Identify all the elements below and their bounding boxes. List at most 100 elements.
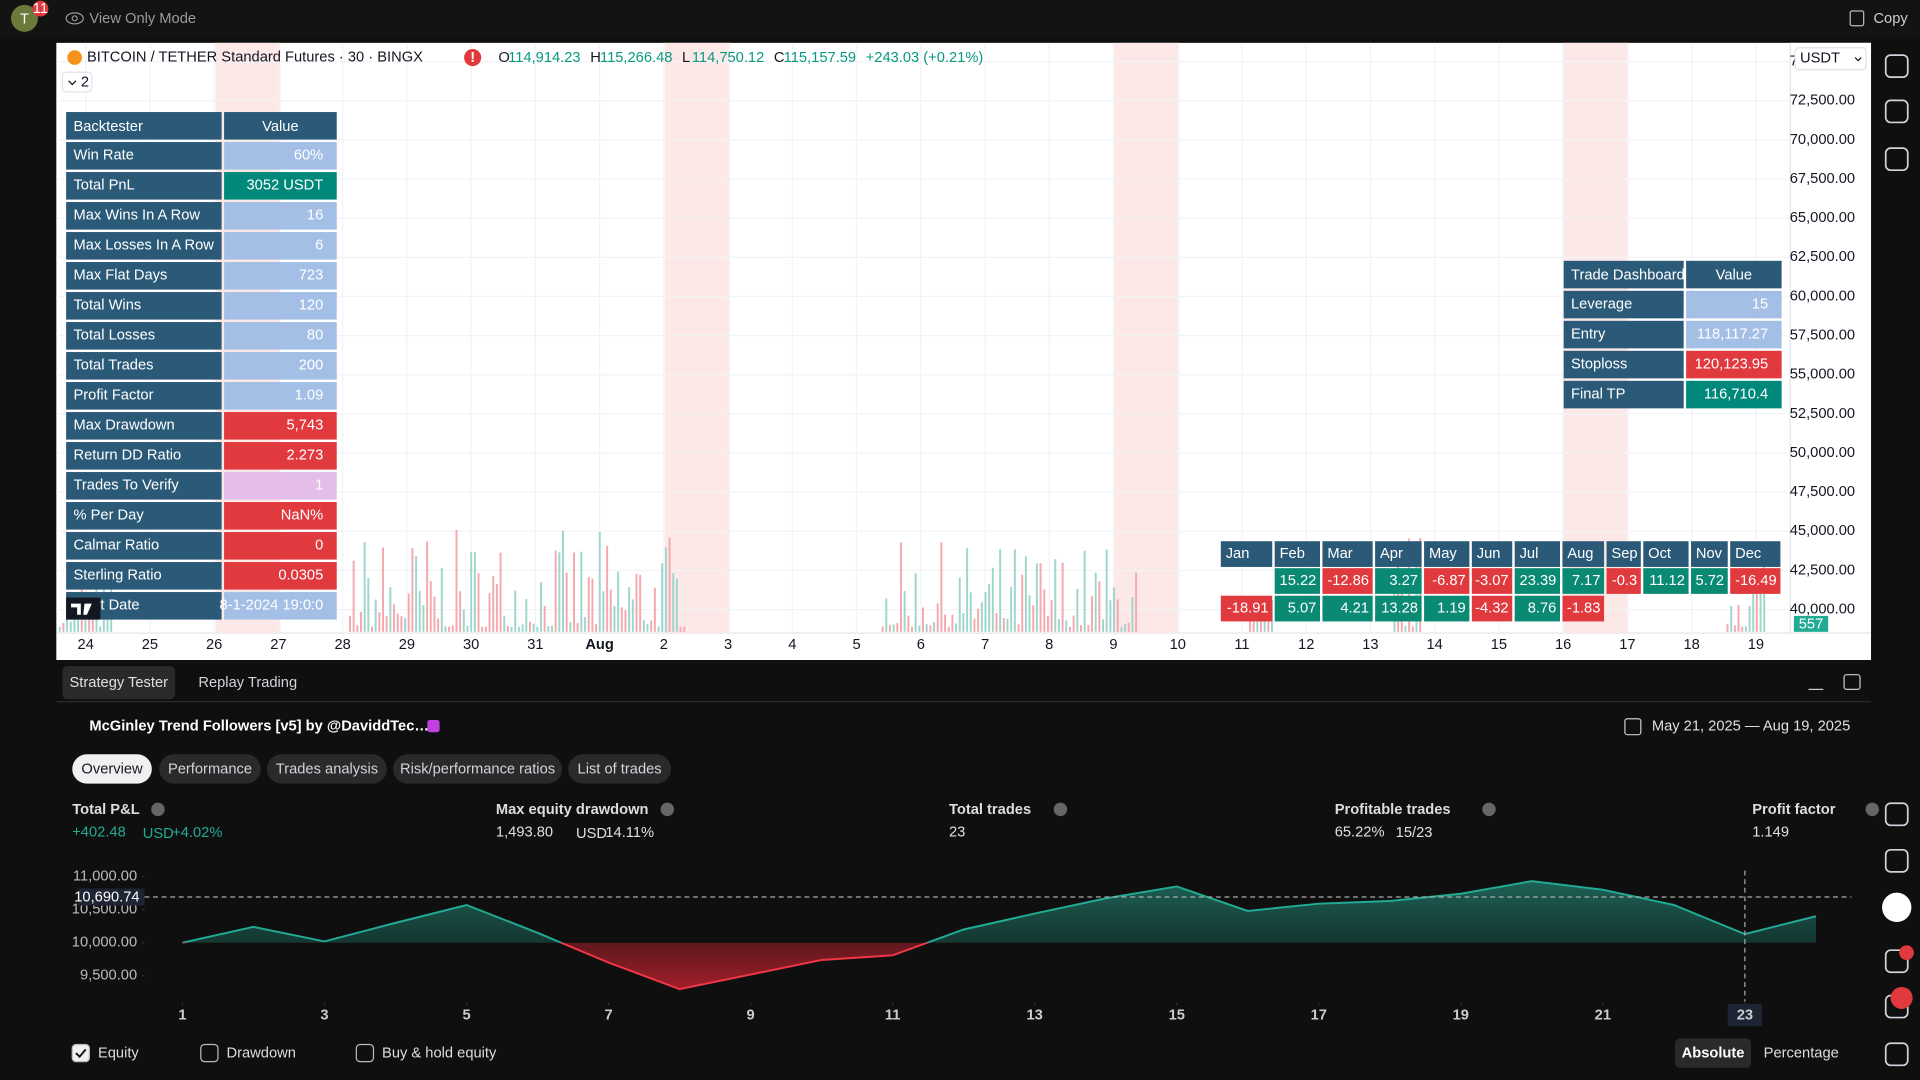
row-value-cell <box>224 232 337 260</box>
time-label: 2 <box>660 637 668 653</box>
tab-active[interactable] <box>62 666 176 700</box>
volume-bar <box>1083 550 1086 632</box>
price-tick-label: 67,500.00 <box>1790 171 1855 187</box>
copy-button[interactable]: Copy <box>1873 11 1908 27</box>
copy-icon <box>1849 10 1865 27</box>
row-label: Max Losses In A Row <box>73 238 214 254</box>
volume-bar <box>547 626 550 632</box>
crosshair-tag <box>78 888 145 906</box>
checkbox[interactable] <box>71 1043 90 1063</box>
volume-bar <box>598 532 601 632</box>
sidebar-icon[interactable] <box>1884 54 1909 78</box>
volume-bar <box>400 616 403 632</box>
row-label: Max Drawdown <box>73 418 174 434</box>
volume-bar <box>1057 619 1060 632</box>
row-value: 118,117.27 <box>1697 326 1768 342</box>
row-label-cell <box>66 442 222 470</box>
ohlc-value: 114,914.23 <box>508 50 580 66</box>
apps-icon[interactable] <box>1882 892 1912 923</box>
volume-bar <box>999 549 1002 632</box>
month-header-cell <box>1730 541 1781 567</box>
month-cell <box>1562 568 1605 594</box>
row-value-cell <box>1686 350 1782 379</box>
time-label: 19 <box>1748 637 1764 653</box>
subtab[interactable] <box>568 754 672 784</box>
badge-count: 11 <box>33 1 48 17</box>
ohlc-key: O <box>498 50 509 66</box>
volume-bar <box>584 617 587 632</box>
stat-label: Total trades <box>949 802 1031 818</box>
volume-bar <box>1102 619 1104 632</box>
volume-bar <box>587 577 590 632</box>
tab[interactable]: Strategy Tester <box>70 675 169 691</box>
row-label: Calmar Ratio <box>73 538 159 554</box>
subtab[interactable] <box>266 754 387 784</box>
time-label: 8 <box>1045 637 1053 653</box>
mode[interactable]: Absolute <box>1682 1046 1745 1062</box>
volume-bar <box>900 542 902 632</box>
subtab-label[interactable]: List of trades <box>578 761 662 777</box>
subtab-label[interactable]: Risk/performance ratios <box>400 761 555 777</box>
time-label: Aug <box>585 637 614 653</box>
volume-bar <box>1737 604 1740 632</box>
time-label: 11 <box>1234 637 1249 653</box>
month-value: 11.12 <box>1649 573 1685 589</box>
volume-bar <box>426 541 429 632</box>
volume-bar <box>393 604 396 632</box>
row-label: Total Wins <box>73 298 141 314</box>
subtab-label[interactable]: Trades analysis <box>276 761 378 777</box>
volume-bar <box>984 591 987 632</box>
sidebar-icon[interactable] <box>1884 802 1909 827</box>
row-label-cell <box>66 292 222 320</box>
volume-bar <box>495 583 498 632</box>
time-label: 28 <box>334 637 350 653</box>
row-label-cell <box>66 562 222 590</box>
sidebar-icon[interactable] <box>1884 99 1909 124</box>
sidebar-icon[interactable] <box>1884 1042 1909 1067</box>
date-range[interactable]: May 21, 2025 — Aug 19, 2025 <box>1652 719 1850 735</box>
legend-label[interactable]: Equity <box>98 1046 139 1062</box>
sidebar-icon[interactable] <box>1884 147 1909 172</box>
volume-bar <box>1109 600 1112 632</box>
sidebar-icon[interactable] <box>1884 949 1909 974</box>
volume-bar <box>492 576 495 632</box>
volume-bar <box>565 572 568 632</box>
row-value-cell <box>224 262 337 290</box>
notif-badge <box>1899 945 1914 960</box>
subtab-label[interactable]: Overview <box>81 761 143 777</box>
currency-select[interactable] <box>1794 47 1867 71</box>
month-header: Aug <box>1567 546 1593 562</box>
volume-bar <box>962 613 965 632</box>
tab[interactable]: Replay Trading <box>198 675 297 691</box>
row-label: Stoploss <box>1571 356 1627 372</box>
month-cell <box>1514 568 1560 594</box>
row-label-cell <box>66 202 222 230</box>
volume-bar <box>675 578 678 632</box>
subtab[interactable] <box>159 754 261 784</box>
row-value: 723 <box>299 268 324 284</box>
volume-bar <box>367 578 370 632</box>
stat-label: Profitable trades <box>1335 802 1451 818</box>
checkbox[interactable] <box>355 1043 375 1063</box>
stat-value: +402.48 <box>72 825 126 841</box>
subtab[interactable] <box>72 754 152 784</box>
month-header-cell <box>1274 541 1320 567</box>
subtab[interactable] <box>393 754 563 784</box>
mode[interactable]: Percentage <box>1764 1046 1839 1062</box>
volume-bar <box>484 626 487 632</box>
checkbox[interactable] <box>200 1043 219 1063</box>
sidebar-icon[interactable] <box>1884 848 1909 873</box>
volume-bar <box>411 548 414 632</box>
mode-active[interactable] <box>1675 1038 1752 1068</box>
volume-bar <box>1120 626 1123 632</box>
x-tick-label: 5 <box>462 1008 470 1024</box>
eye-pupil <box>71 15 78 22</box>
month-header-cell <box>1471 541 1513 567</box>
legend-label[interactable]: Buy & hold equity <box>382 1046 497 1062</box>
volume-bar <box>437 618 440 632</box>
indicator-toggle[interactable] <box>61 71 93 93</box>
legend-label[interactable]: Drawdown <box>227 1046 296 1062</box>
volume-bar <box>668 537 671 632</box>
subtab-label[interactable]: Performance <box>168 761 252 777</box>
